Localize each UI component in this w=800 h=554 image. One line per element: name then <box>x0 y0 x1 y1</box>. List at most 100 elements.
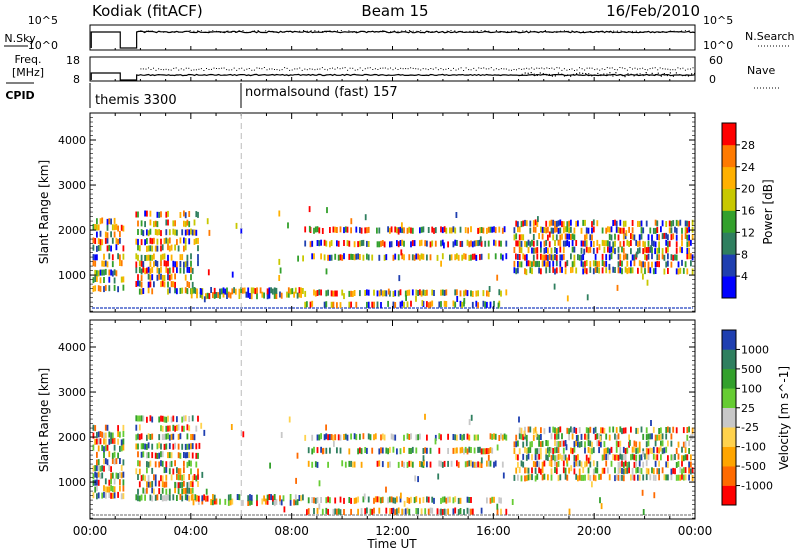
nsearch-point <box>204 31 206 33</box>
range-gate-mark <box>144 239 146 246</box>
nave-point <box>402 68 404 70</box>
range-gate-mark <box>147 452 150 459</box>
range-gate-mark <box>517 226 519 233</box>
power-ylabel: Slant Range [km] <box>37 160 51 264</box>
range-gate-mark <box>147 254 150 261</box>
range-gate-mark <box>675 427 678 434</box>
range-gate-mark <box>575 240 578 246</box>
range-gate-mark <box>158 488 161 495</box>
y-tick-label: 2000 <box>58 431 86 444</box>
range-gate-mark <box>601 260 604 266</box>
range-gate-mark <box>580 260 583 267</box>
range-gate-mark <box>177 452 180 459</box>
range-gate-mark <box>153 474 155 481</box>
range-gate-mark <box>200 422 203 429</box>
range-gate-mark <box>536 240 539 247</box>
range-gate-mark <box>158 229 161 236</box>
range-gate-mark <box>548 267 551 273</box>
range-gate-mark <box>463 253 465 260</box>
range-gate-mark <box>161 280 164 287</box>
nave-point <box>415 68 417 70</box>
range-gate-mark <box>378 290 381 297</box>
range-gate-mark <box>562 460 565 467</box>
range-gate-mark <box>681 455 683 462</box>
range-gate-mark <box>637 267 639 274</box>
range-gate-mark <box>468 460 471 467</box>
range-gate-mark <box>423 459 425 466</box>
range-gate-mark <box>103 458 105 465</box>
range-gate-mark <box>419 227 421 234</box>
range-gate-mark <box>667 246 669 253</box>
range-gate-mark <box>596 433 599 440</box>
range-gate-mark <box>456 447 458 454</box>
range-gate-mark <box>479 227 481 234</box>
range-gate-mark <box>447 460 449 467</box>
range-gate-mark <box>466 290 469 297</box>
range-gate-mark <box>471 291 474 297</box>
range-gate-mark <box>658 468 660 475</box>
nave-point <box>463 70 465 71</box>
range-gate-mark <box>622 227 625 234</box>
range-gate-mark <box>163 433 166 440</box>
range-gate-mark <box>399 226 402 233</box>
range-gate-mark <box>431 300 434 307</box>
nave-point <box>266 69 268 71</box>
range-gate-mark <box>615 440 618 447</box>
range-gate-mark <box>607 240 609 247</box>
range-gate-mark <box>247 495 250 502</box>
range-gate-mark <box>117 452 119 459</box>
range-gate-mark <box>663 254 666 261</box>
range-gate-mark <box>110 231 112 238</box>
nave-point <box>672 69 674 71</box>
range-gate-mark <box>156 245 159 252</box>
range-gate-mark <box>486 448 488 455</box>
nsearch-point <box>412 30 414 32</box>
range-gate-mark <box>367 241 370 247</box>
range-gate-mark <box>548 261 551 268</box>
range-gate-mark <box>403 434 405 441</box>
range-gate-mark <box>106 218 109 225</box>
range-gate-mark <box>266 494 269 501</box>
nave-point <box>637 68 638 70</box>
x-tick-label: 00:00 <box>678 524 713 538</box>
range-gate-mark <box>626 253 629 260</box>
range-gate-mark <box>179 493 182 500</box>
range-gate-mark <box>626 447 629 454</box>
range-gate-mark <box>153 281 155 288</box>
range-gate-mark <box>686 241 689 248</box>
nave-point <box>687 68 689 70</box>
nave-point <box>581 68 583 70</box>
nave-point <box>570 75 572 77</box>
range-gate-mark <box>318 503 321 510</box>
range-gate-mark <box>614 233 616 240</box>
nave-point <box>470 69 472 71</box>
range-gate-mark <box>149 254 152 261</box>
range-gate-mark <box>96 493 98 500</box>
range-gate-mark <box>630 248 632 255</box>
range-gate-mark <box>378 448 381 455</box>
range-gate-mark <box>566 226 569 233</box>
range-gate-mark <box>300 291 302 298</box>
range-gate-mark <box>414 475 417 482</box>
range-gate-mark <box>380 497 382 504</box>
range-gate-mark <box>165 461 168 468</box>
range-gate-mark <box>688 240 690 247</box>
x-tick-label: 12:00 <box>375 524 410 538</box>
range-gate-mark <box>690 253 692 260</box>
range-gate-mark <box>562 440 565 447</box>
range-gate-mark <box>447 241 449 248</box>
range-gate-mark <box>608 267 611 274</box>
range-gate-mark <box>630 240 632 246</box>
range-gate-mark <box>578 474 581 481</box>
range-gate-mark <box>289 494 292 500</box>
range-gate-mark <box>515 434 518 441</box>
range-gate-mark <box>339 509 342 516</box>
nave-point <box>609 67 611 69</box>
range-gate-mark <box>449 227 451 234</box>
range-gate-mark <box>92 432 95 439</box>
range-gate-mark <box>633 454 636 461</box>
range-gate-mark <box>138 260 141 267</box>
range-gate-mark <box>667 253 669 260</box>
range-gate-mark <box>550 468 553 475</box>
